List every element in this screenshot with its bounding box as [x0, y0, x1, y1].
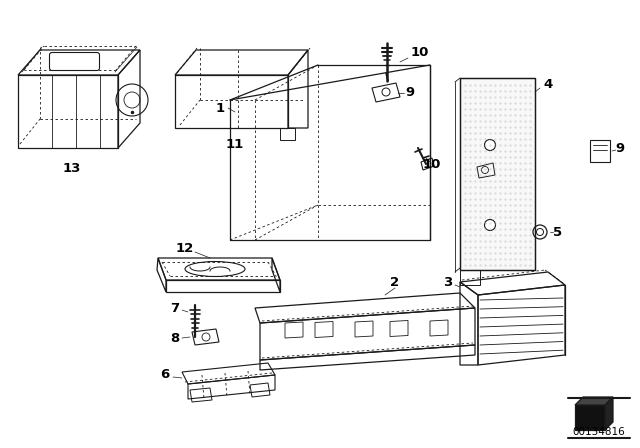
Text: 9: 9 [616, 142, 625, 155]
Polygon shape [575, 397, 613, 405]
Circle shape [484, 139, 495, 151]
Text: 4: 4 [543, 78, 552, 91]
Text: 7: 7 [170, 302, 180, 314]
Text: 8: 8 [170, 332, 180, 345]
Polygon shape [605, 397, 613, 430]
Polygon shape [460, 78, 535, 270]
Circle shape [484, 220, 495, 231]
Text: 6: 6 [161, 369, 170, 382]
Text: 2: 2 [390, 276, 399, 289]
Text: 00134816: 00134816 [573, 427, 625, 437]
Text: 5: 5 [554, 225, 563, 238]
Polygon shape [575, 405, 605, 430]
Text: 12: 12 [176, 241, 194, 254]
Text: 3: 3 [444, 276, 452, 289]
Text: 9: 9 [405, 86, 415, 99]
Text: 10: 10 [423, 159, 441, 172]
Text: 1: 1 [216, 102, 225, 115]
Text: 11: 11 [226, 138, 244, 151]
Text: 13: 13 [63, 161, 81, 175]
Text: 10: 10 [411, 46, 429, 59]
